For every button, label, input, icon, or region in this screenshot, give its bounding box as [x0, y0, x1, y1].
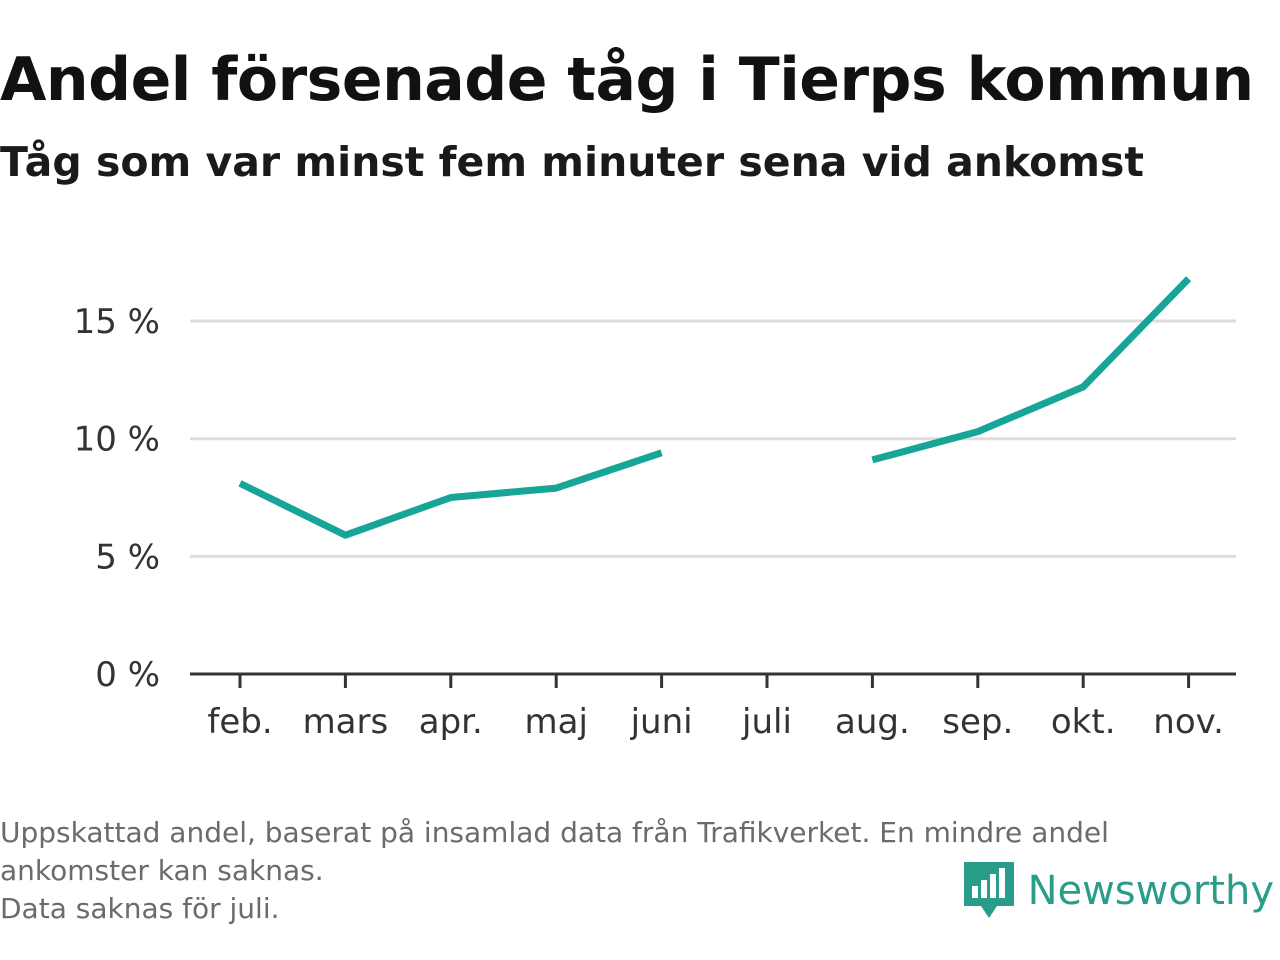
footnote-line: ankomster kan saknas.	[0, 854, 324, 887]
y-tick-label: 5 %	[95, 537, 160, 577]
x-tick-label: juli	[741, 702, 792, 742]
y-tick-label: 15 %	[74, 302, 160, 342]
series-line	[238, 449, 663, 539]
newsworthy-logo-icon	[963, 862, 1014, 918]
x-tick-label: apr.	[419, 702, 483, 742]
logo-text: Newsworthy	[1027, 868, 1274, 914]
chart-title: Andel försenade tåg i Tierps kommun	[0, 45, 1254, 115]
x-tick-label: okt.	[1051, 702, 1116, 742]
x-tick-label: mars	[303, 702, 389, 742]
x-tick-label: aug.	[835, 702, 910, 742]
footnote-line: Data saknas för juli.	[0, 892, 280, 925]
line-chart: 0 % 5 % 10 % 15 % feb. mars apr. maj juni juli au…	[74, 276, 1236, 742]
x-tick-labels: feb. mars apr. maj juni juli aug. sep. okt. nov.	[207, 702, 1224, 742]
newsworthy-logo: Newsworthy	[963, 862, 1274, 920]
x-tick-label: sep.	[942, 702, 1013, 742]
gridlines	[190, 319, 1236, 558]
footnote-line: Uppskattad andel, baserat på insamlad da…	[0, 816, 1109, 849]
x-tick-label: feb.	[207, 702, 272, 742]
x-tick-label: juni	[630, 702, 693, 742]
x-axis	[190, 672, 1236, 688]
x-tick-label: nov.	[1153, 702, 1224, 742]
footnote: Uppskattad andel, baserat på insamlad da…	[0, 814, 1270, 928]
y-tick-label: 0 %	[95, 655, 160, 695]
chart-subtitle: Tåg som var minst fem minuter sena vid a…	[0, 138, 1145, 186]
series-lines	[238, 276, 1192, 539]
series-line	[871, 276, 1192, 464]
y-tick-labels: 0 % 5 % 10 % 15 %	[74, 302, 160, 695]
y-tick-label: 10 %	[74, 420, 160, 460]
x-tick-label: maj	[524, 702, 587, 742]
